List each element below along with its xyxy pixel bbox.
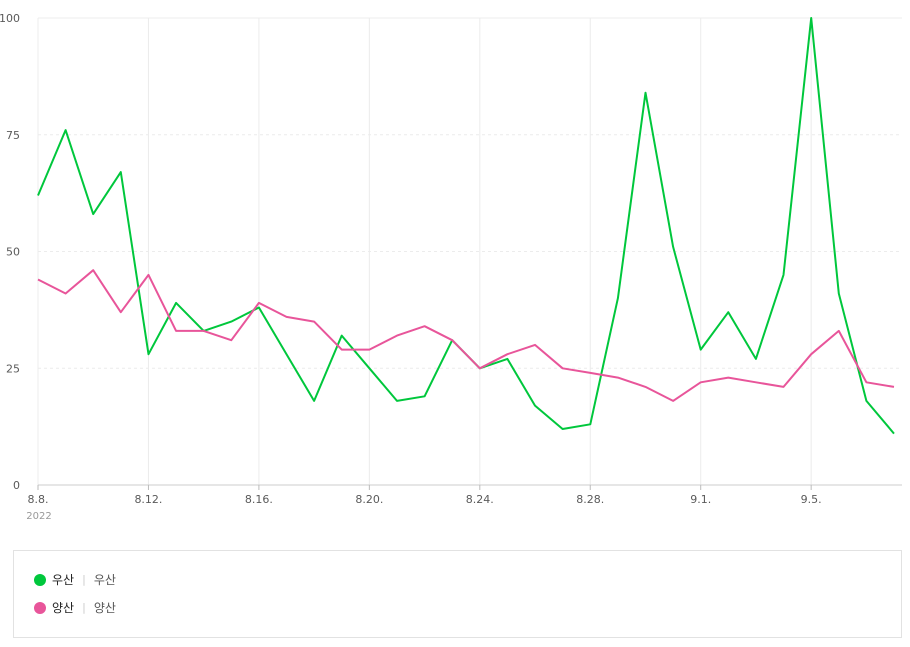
x-tick-label: 8.16. xyxy=(245,493,273,506)
x-tick-label: 8.8. xyxy=(28,493,49,506)
x-tick-label: 8.24. xyxy=(466,493,494,506)
legend-swatch-series-1 xyxy=(34,573,46,586)
y-tick-label: 100 xyxy=(0,12,20,25)
series-line-2 xyxy=(37,269,895,402)
legend-label: 양산 xyxy=(52,601,75,615)
legend-sublabel: 양산 xyxy=(93,601,116,615)
x-tick-label: 9.1. xyxy=(690,493,711,506)
legend-label: 우산 xyxy=(52,573,75,587)
y-tick-label: 75 xyxy=(6,129,20,142)
x-year-label: 2022 xyxy=(26,511,51,522)
legend-sublabel: 우산 xyxy=(93,573,116,587)
y-tick-label: 0 xyxy=(13,479,20,492)
legend-separator: | xyxy=(82,601,86,614)
x-tick-label: 9.5. xyxy=(801,493,822,506)
legend: 우산 | 우산 양산 | 양산 xyxy=(13,550,902,638)
x-tick-label: 8.20. xyxy=(355,493,383,506)
line-chart: 0 25 50 75 100 8.8. 8.12. 8.16. 8.20. 8.24. 8.28. 9… xyxy=(0,12,902,522)
y-tick-label: 50 xyxy=(6,246,20,259)
series-line-1 xyxy=(37,17,895,435)
y-tick-label: 25 xyxy=(6,362,20,375)
x-tick-label: 8.28. xyxy=(576,493,604,506)
legend-separator: | xyxy=(82,573,86,586)
legend-item-series-1[interactable]: 우산 | 우산 xyxy=(34,571,116,588)
x-tick-label: 8.12. xyxy=(134,493,162,506)
legend-swatch-series-2 xyxy=(34,601,46,614)
legend-item-series-2[interactable]: 양산 | 양산 xyxy=(34,599,116,616)
